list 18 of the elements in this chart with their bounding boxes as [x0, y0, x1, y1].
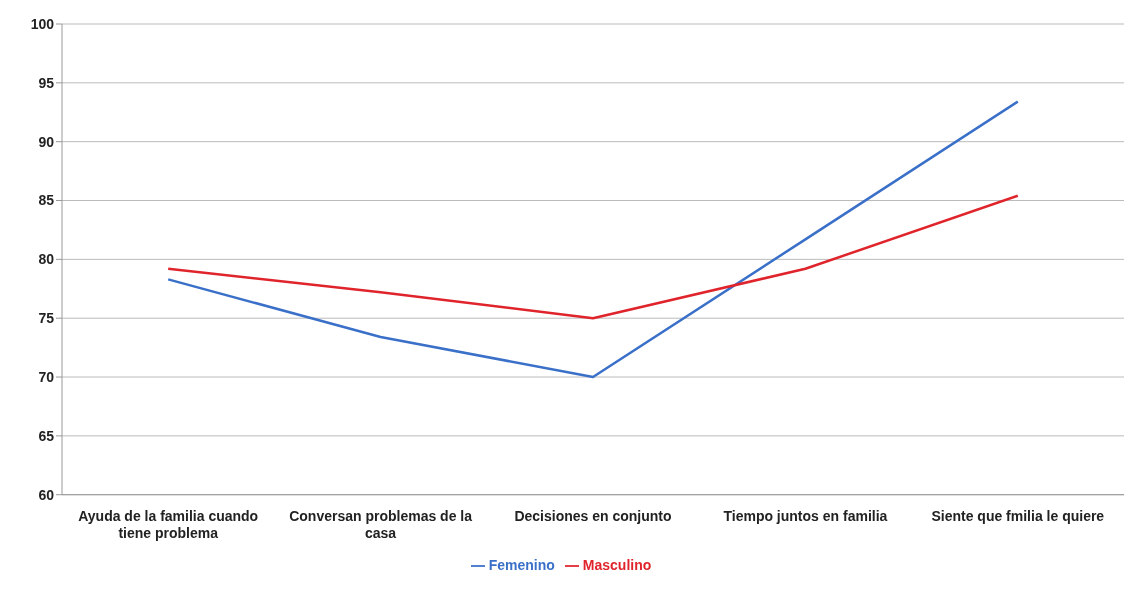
- y-tick-label: 60: [38, 486, 55, 503]
- y-tick-label: 80: [38, 251, 55, 268]
- y-tick-label: 65: [38, 427, 55, 444]
- y-tick-label: 100: [30, 15, 55, 32]
- x-tick-label: Conversan problemas de la casa: [289, 507, 473, 541]
- legend-label: Masculino: [582, 556, 652, 573]
- legend-label: Femenino: [488, 556, 555, 573]
- y-tick-label: 95: [38, 74, 55, 91]
- x-tick-label: Decisiones en conjunto: [514, 507, 672, 524]
- y-tick-label: 75: [38, 310, 55, 327]
- y-tick-label: 85: [38, 192, 55, 209]
- y-tick-label: 90: [38, 133, 55, 150]
- x-tick-label: Siente que fmilia le quiere: [931, 507, 1105, 524]
- line-series: [166, 100, 1020, 379]
- y-tick-label: 70: [38, 369, 55, 385]
- line-series: [166, 194, 1020, 320]
- x-tick-label: Tiempo juntos en familia: [723, 507, 888, 524]
- x-tick-label: Ayuda de la familia cuando tiene problema: [78, 507, 259, 541]
